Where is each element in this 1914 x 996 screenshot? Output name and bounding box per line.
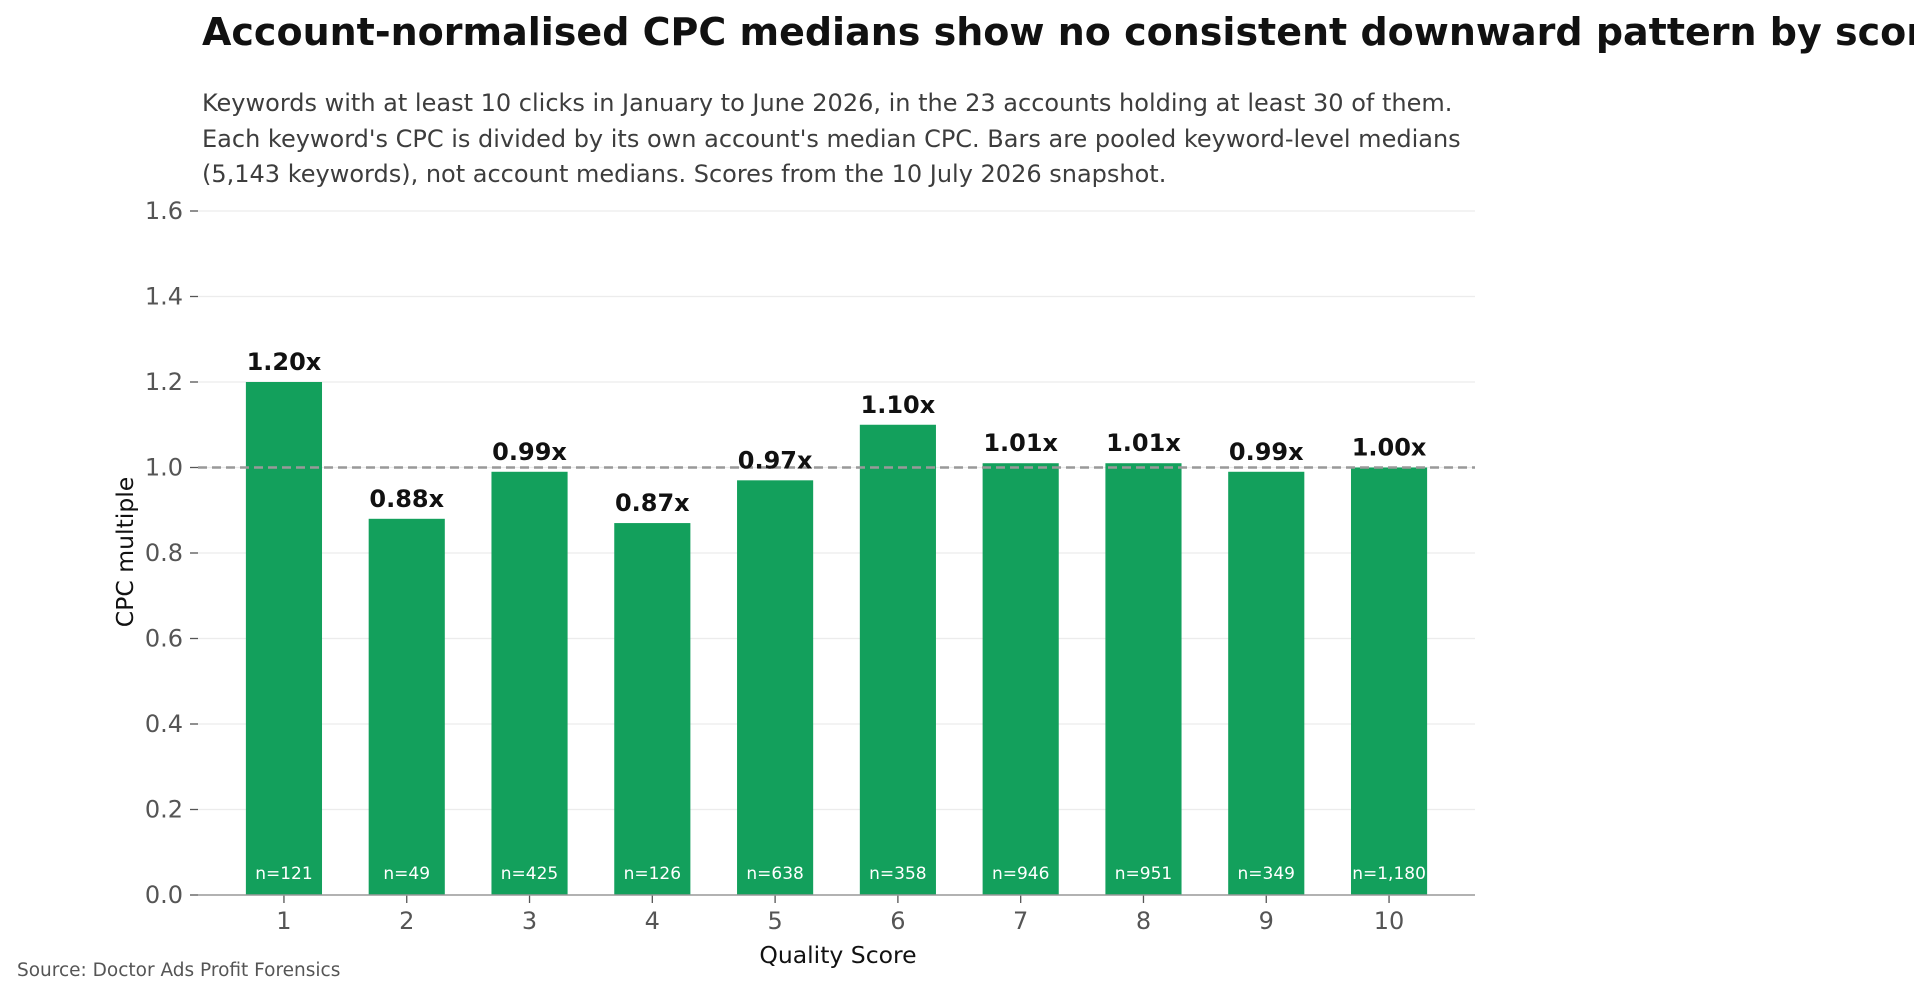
n-label: n=49	[383, 864, 430, 884]
bar	[737, 480, 814, 895]
x-tick-label: 10	[1374, 907, 1405, 935]
bar	[1105, 463, 1182, 895]
x-tick-label: 5	[767, 907, 782, 935]
value-label: 0.99x	[1229, 438, 1304, 466]
bar	[982, 463, 1059, 895]
value-label: 1.01x	[1106, 429, 1181, 457]
bar	[614, 523, 691, 895]
bar	[368, 518, 445, 895]
n-label: n=349	[1238, 864, 1295, 884]
chart-subtitle: Keywords with at least 10 clicks in Janu…	[202, 89, 1461, 188]
x-tick-label: 7	[1013, 907, 1028, 935]
x-tick-label: 9	[1259, 907, 1274, 935]
x-tick-label: 1	[276, 907, 291, 935]
y-tick-label: 0.8	[145, 539, 183, 567]
value-label: 0.97x	[738, 446, 813, 474]
bar	[1350, 467, 1428, 895]
axes: 0.0 0.2 0.4 0.6 0.8 1.0 1.2 1.4 1.6 1 2 3 4 5 6 7 8 9 10	[145, 197, 1475, 935]
bar	[1228, 471, 1305, 895]
y-tick-label: 0.6	[145, 625, 183, 653]
x-tick-label: 8	[1136, 907, 1151, 935]
n-label: n=425	[501, 864, 558, 884]
value-label: 1.01x	[983, 429, 1058, 457]
y-tick-label: 1.4	[145, 283, 183, 311]
value-label: 0.88x	[369, 485, 444, 513]
x-axis-title: Quality Score	[759, 941, 916, 969]
n-label: n=946	[992, 864, 1049, 884]
x-tick-label: 4	[645, 907, 660, 935]
y-tick-label: 0.4	[145, 710, 183, 738]
n-label: n=358	[869, 864, 926, 884]
value-label: 1.10x	[861, 391, 936, 419]
y-tick-label: 0.2	[145, 796, 183, 824]
bar	[245, 382, 323, 895]
y-axis-title: CPC multiple	[111, 477, 139, 627]
y-tick-label: 1.6	[145, 197, 183, 225]
value-label: 0.87x	[615, 489, 690, 517]
n-label: n=121	[255, 864, 312, 884]
chart-title: Account-normalised CPC medians show no c…	[202, 10, 1914, 54]
n-label: n=126	[624, 864, 681, 884]
value-label: 0.99x	[492, 438, 567, 466]
y-tick-label: 1.0	[145, 454, 183, 482]
bar	[859, 424, 936, 895]
n-label: n=951	[1115, 864, 1172, 884]
value-label: 1.00x	[1352, 434, 1427, 462]
x-tick-label: 2	[399, 907, 414, 935]
bars	[245, 382, 1428, 895]
data-labels: 1.20x n=121 0.88x n=49 0.99x n=425 0.87x n=126 0…	[247, 348, 1427, 884]
y-tick-label: 0.0	[145, 881, 183, 909]
x-tick-label: 3	[522, 907, 537, 935]
value-label: 1.20x	[247, 348, 322, 376]
x-tick-label: 6	[890, 907, 905, 935]
bar	[491, 471, 568, 895]
y-tick-label: 1.2	[145, 368, 183, 396]
n-label: n=1,180	[1352, 864, 1426, 884]
source-note: Source: Doctor Ads Profit Forensics	[17, 960, 341, 981]
n-label: n=638	[746, 864, 803, 884]
